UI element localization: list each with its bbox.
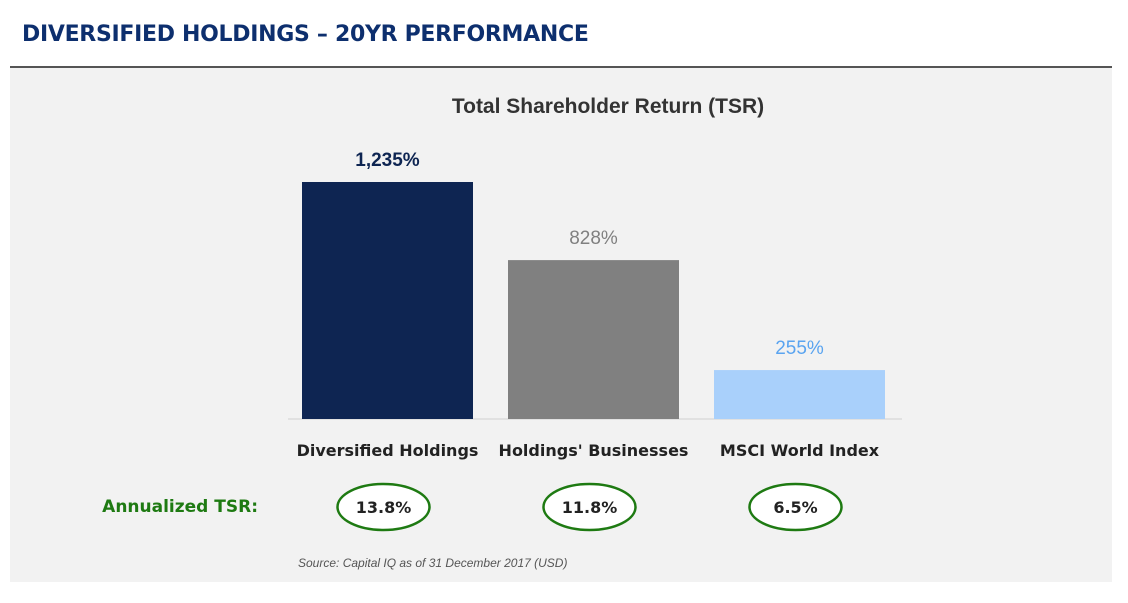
- annualized-value-holdings-businesses: 11.8%: [562, 498, 618, 517]
- value-label-msci-world-index: 255%: [775, 338, 824, 359]
- value-label-holdings-businesses: 828%: [569, 228, 618, 249]
- category-label-msci-world-index: MSCI World Index: [720, 441, 880, 460]
- annualized-tsr-label: Annualized TSR:: [102, 497, 258, 517]
- category-label-diversified-holdings: Diversified Holdings: [297, 441, 479, 460]
- title-divider: [10, 66, 1112, 68]
- source-note: Source: Capital IQ as of 31 December 201…: [298, 556, 567, 570]
- value-label-diversified-holdings: 1,235%: [355, 150, 420, 171]
- annualized-value-diversified-holdings: 13.8%: [356, 498, 412, 517]
- chart-title: Total Shareholder Return (TSR): [452, 95, 764, 118]
- annualized-value-msci-world-index: 6.5%: [773, 498, 817, 517]
- bar-diversified-holdings: [302, 182, 473, 419]
- page-title: DIVERSIFIED HOLDINGS – 20YR PERFORMANCE: [22, 22, 589, 47]
- annualized-badge-diversified-holdings: [336, 482, 431, 532]
- bar-holdings-businesses: [508, 260, 679, 419]
- annualized-badge-holdings-businesses: [542, 482, 637, 532]
- annualized-badge-msci-world-index: [748, 482, 843, 532]
- category-label-holdings-businesses: Holdings' Businesses: [499, 441, 689, 460]
- bar-msci-world-index: [714, 370, 885, 419]
